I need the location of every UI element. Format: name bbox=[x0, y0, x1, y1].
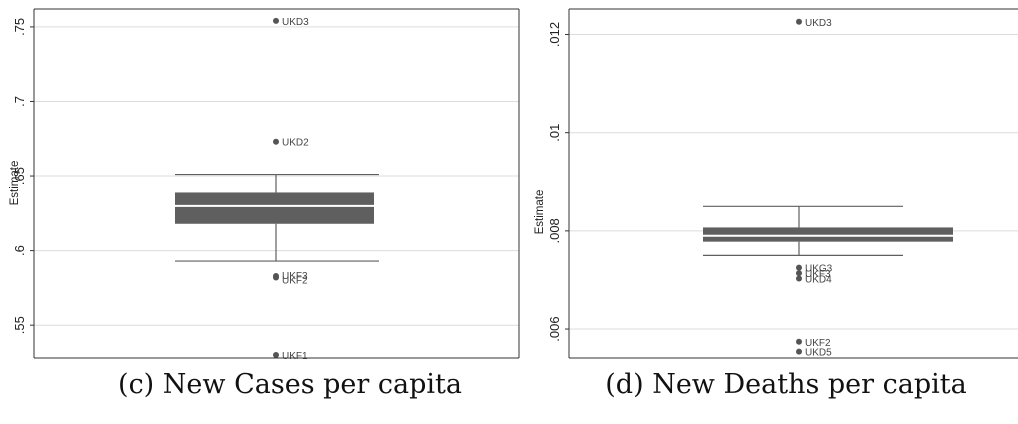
outlier-point bbox=[796, 338, 802, 345]
y-tick-label: .7 bbox=[12, 96, 27, 107]
y-tick-label: .75 bbox=[12, 18, 27, 36]
outlier-label: UKD5 bbox=[805, 348, 832, 359]
outlier-point bbox=[273, 138, 279, 145]
outlier-label: UKF3 bbox=[805, 269, 831, 280]
y-tick-label: .6 bbox=[12, 245, 27, 256]
outlier-point bbox=[796, 270, 802, 277]
y-tick-label: .012 bbox=[547, 22, 562, 47]
outlier-point bbox=[273, 274, 279, 281]
caption-d: (d) New Deaths per capita bbox=[605, 369, 967, 400]
outlier-label: UKD3 bbox=[282, 17, 309, 28]
outlier-label: UKF1 bbox=[282, 351, 308, 362]
outlier-label: UKF2 bbox=[805, 338, 831, 349]
iqr-box bbox=[175, 192, 374, 224]
outlier-point bbox=[273, 17, 279, 24]
y-axis-label: Estimate bbox=[9, 161, 21, 206]
outlier-point bbox=[796, 264, 802, 271]
outlier-point bbox=[796, 18, 802, 25]
y-axis-label: Estimate bbox=[534, 190, 546, 235]
outlier-label: UKF3 bbox=[282, 271, 308, 282]
outlier-point bbox=[796, 275, 802, 282]
y-tick-label: .65 bbox=[12, 167, 27, 185]
outlier-point bbox=[796, 348, 802, 355]
outlier-label: UKD4 bbox=[805, 274, 832, 285]
y-tick-label: .006 bbox=[547, 316, 562, 341]
y-tick-label: .008 bbox=[547, 218, 562, 243]
y-tick-label: .01 bbox=[547, 124, 562, 142]
caption-c: (c) New Cases per capita bbox=[118, 369, 462, 400]
outlier-label: UKD2 bbox=[282, 138, 309, 149]
outlier-label: UKG3 bbox=[805, 264, 833, 275]
y-tick-label: .55 bbox=[12, 316, 27, 334]
outlier-label: UKD3 bbox=[805, 18, 832, 29]
iqr-box bbox=[703, 227, 953, 242]
outlier-label: UKF2 bbox=[282, 275, 308, 286]
outlier-point bbox=[273, 352, 279, 359]
